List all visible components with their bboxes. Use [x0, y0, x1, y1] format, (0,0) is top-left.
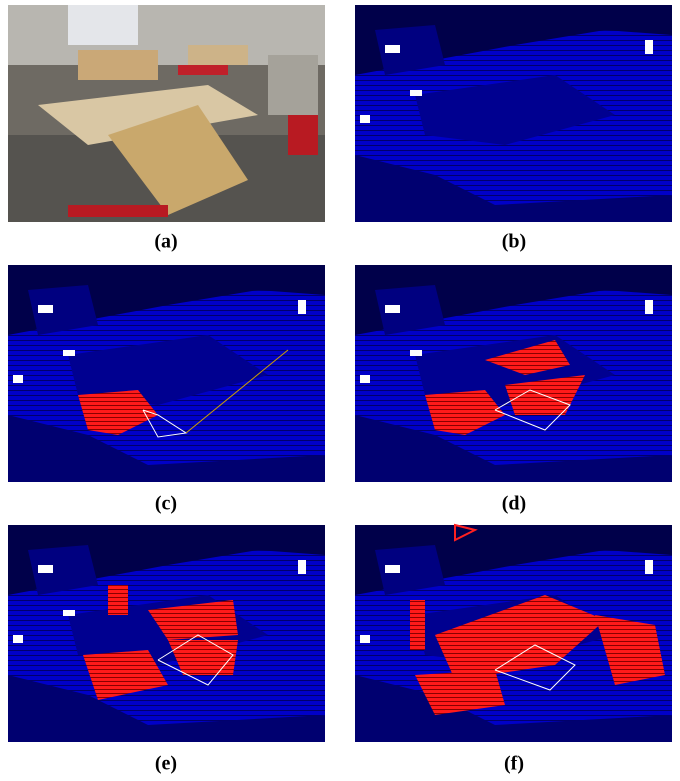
- map-panel: [355, 265, 672, 482]
- caption: (a): [154, 231, 177, 253]
- map-panel: [8, 525, 325, 742]
- page: (a) (b) (c) (d) (e) (f) (() => { const d…: [0, 0, 680, 781]
- map-panel: [8, 265, 325, 482]
- figure: (a) (b) (c) (d) (e) (f): [0, 0, 680, 781]
- caption: (b): [502, 231, 526, 253]
- caption: (e): [155, 753, 177, 775]
- caption: (c): [155, 493, 177, 515]
- caption: (d): [502, 493, 526, 515]
- map-panel: [355, 525, 672, 742]
- caption: (f): [504, 753, 524, 775]
- map-panel: [355, 5, 672, 222]
- photo-panel: [8, 5, 325, 222]
